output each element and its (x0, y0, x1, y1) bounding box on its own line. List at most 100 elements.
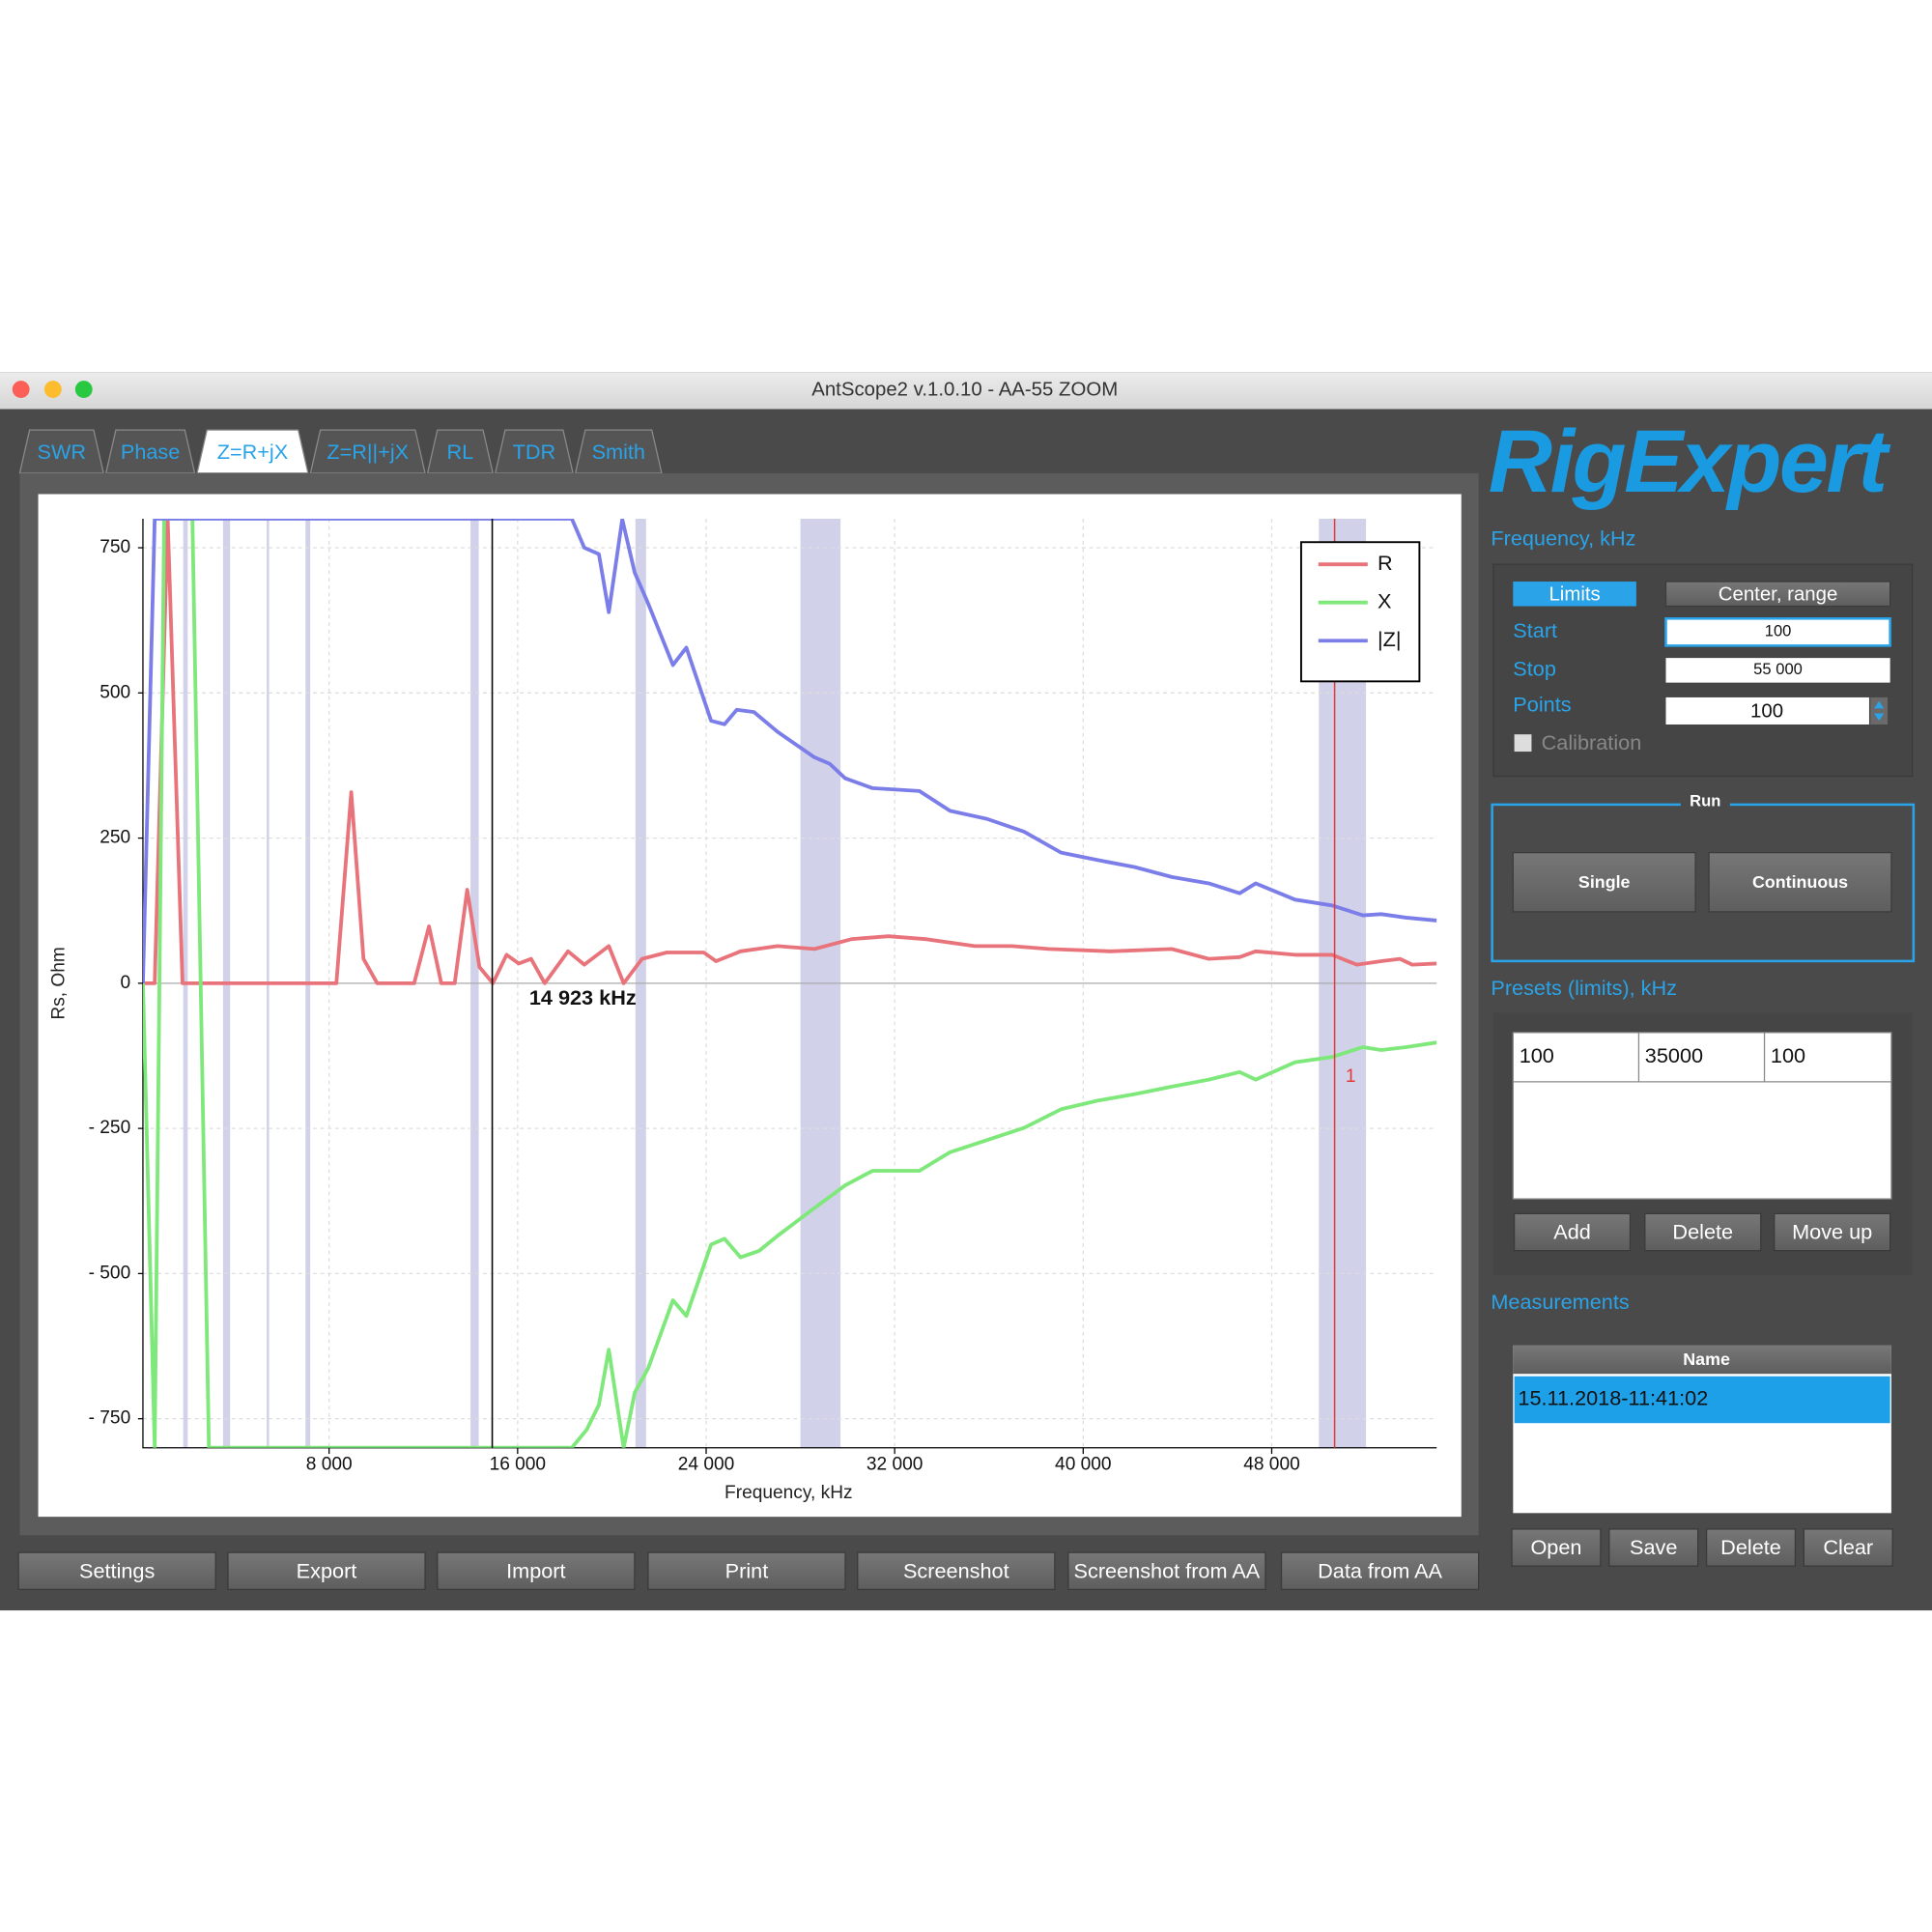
table-lines (1513, 1032, 1891, 1083)
tab-label: Phase (121, 440, 180, 464)
checkbox-label: Calibration (1542, 730, 1642, 754)
measurement-button[interactable] (1705, 1528, 1797, 1567)
single-button[interactable] (1512, 852, 1696, 913)
series-line (144, 518, 1437, 985)
tab-label: TDR (513, 440, 556, 464)
toolbar-button[interactable] (1280, 1551, 1480, 1591)
y-tick-label: - 500 (89, 1263, 131, 1283)
input-value: 100 (1750, 701, 1783, 723)
selected-row[interactable] (1514, 1376, 1890, 1424)
x-tick-label: 24 000 (678, 1455, 735, 1475)
button-label: Screenshot from AA (1074, 1558, 1261, 1582)
input-value: 100 (1765, 622, 1792, 640)
preset-cell[interactable]: 100 (1771, 1043, 1805, 1067)
presets-table (1512, 1032, 1892, 1200)
tab-label: Z=R+jX (217, 440, 288, 464)
button-label: Export (297, 1558, 357, 1582)
axes (142, 518, 1437, 1449)
plot-background (38, 494, 1462, 1518)
tab-label: RL (447, 440, 474, 464)
preset-cell[interactable]: 100 (1520, 1043, 1554, 1067)
series-line (142, 518, 1437, 983)
spinner-arrows (1874, 700, 1885, 722)
toolbar-button[interactable] (437, 1551, 636, 1591)
legend-label: X (1378, 588, 1391, 612)
x-tick-label: 40 000 (1055, 1455, 1112, 1475)
measurement-button[interactable] (1608, 1528, 1699, 1567)
button-label: Screenshot (903, 1558, 1009, 1582)
toolbar-button[interactable] (857, 1551, 1056, 1591)
x-tick-label: 48 000 (1243, 1455, 1299, 1475)
tab-bar: SWR Phase Z=R+jX Z=R||+jX RL TDR Smith (18, 429, 663, 474)
button-label: Import (506, 1558, 565, 1582)
button-label: Continuous (1752, 872, 1848, 892)
button-label: Delete (1672, 1220, 1733, 1244)
button-label: Single (1578, 872, 1631, 892)
y-tick-label: - 250 (89, 1118, 131, 1138)
title-bar (0, 372, 1932, 410)
stop-input[interactable] (1665, 658, 1890, 683)
button-label: Move up (1792, 1220, 1872, 1244)
points-input[interactable] (1665, 696, 1869, 724)
toolbar: Settings Export Import Print Screenshot Scree… (17, 1551, 1480, 1591)
limits-button[interactable] (1513, 582, 1636, 607)
preset-cell[interactable]: 35000 (1645, 1043, 1703, 1067)
tab-label: Z=R||+jX (327, 440, 409, 464)
field-label: Stop (1513, 657, 1556, 681)
series-line (142, 518, 1437, 1448)
button-label: Center, range (1719, 583, 1838, 605)
start-input[interactable] (1664, 617, 1891, 647)
continuous-button[interactable] (1708, 852, 1892, 913)
button-label: Delete (1720, 1535, 1781, 1559)
preset-buttons: Add Delete Move up (1513, 1212, 1891, 1252)
section-title: Frequency, kHz (1491, 526, 1635, 550)
field-label: Points (1513, 693, 1571, 717)
toolbar-button[interactable] (227, 1551, 426, 1591)
button-label: Clear (1823, 1535, 1873, 1559)
x-tick-label: 32 000 (867, 1455, 923, 1475)
preset-button[interactable] (1774, 1212, 1891, 1252)
group-title: Run (1690, 792, 1720, 810)
marker-label: 1 (1346, 1066, 1356, 1087)
y-tick-label: 250 (99, 828, 130, 848)
x-axis-label: Frequency, kHz (724, 1483, 853, 1503)
y-tick-label: 0 (121, 973, 131, 993)
button-label: Settings (79, 1558, 155, 1582)
preset-button[interactable] (1644, 1212, 1762, 1252)
zoom-button[interactable] (74, 381, 93, 398)
section-title: Measurements (1491, 1290, 1629, 1314)
table-header (1513, 1345, 1891, 1375)
y-tick-label: - 750 (89, 1408, 131, 1429)
y-tick-label: 500 (99, 682, 130, 702)
y-tick-label: 750 (99, 537, 130, 557)
x-tick-label: 16 000 (490, 1455, 547, 1475)
spinner[interactable] (1870, 696, 1889, 724)
calibration-checkbox[interactable] (1514, 734, 1532, 753)
preset-button[interactable] (1513, 1212, 1632, 1252)
group-title-bg (1680, 792, 1730, 815)
tab-label: SWR (37, 440, 86, 464)
measurement-button[interactable] (1511, 1528, 1602, 1567)
measurement-button[interactable] (1803, 1528, 1893, 1567)
button-label: Save (1630, 1535, 1677, 1559)
input-value: 55 000 (1753, 660, 1803, 678)
y-axis-label: Rs, Ohm (48, 947, 69, 1019)
toolbar-button[interactable] (1067, 1551, 1266, 1591)
button-label: Add (1553, 1220, 1591, 1244)
column-header: Name (1683, 1350, 1730, 1369)
center-range-button[interactable] (1664, 581, 1891, 608)
logo: RigExpert (1489, 412, 1891, 511)
close-button[interactable] (12, 381, 30, 398)
toolbar-button[interactable] (17, 1551, 216, 1591)
button-label: Data from AA (1318, 1558, 1442, 1582)
measurement-name: 15.11.2018-11:41:02 (1518, 1386, 1708, 1410)
tab-label: Smith (592, 440, 645, 464)
button-label: Print (725, 1558, 769, 1582)
legend-label: |Z| (1378, 627, 1402, 651)
button-label: Open (1530, 1535, 1581, 1559)
cursor-label: 14 923 kHz (529, 985, 637, 1009)
minimize-button[interactable] (43, 381, 62, 398)
toolbar-button[interactable] (647, 1551, 846, 1591)
window-title: AntScope2 v.1.0.10 - AA-55 ZOOM (811, 380, 1118, 401)
